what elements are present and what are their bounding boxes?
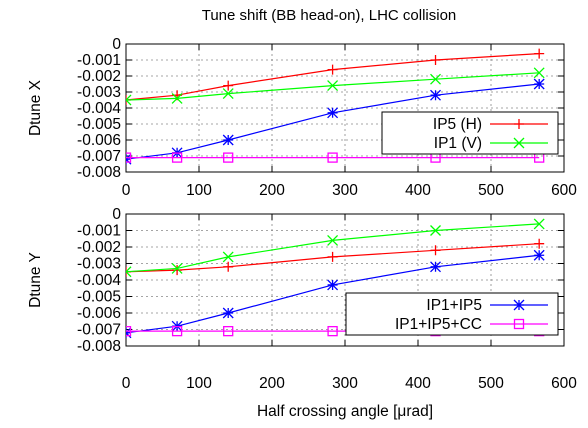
- series-line: [126, 72, 540, 101]
- data-point: [223, 261, 234, 272]
- data-point: [327, 234, 339, 246]
- x-tick-label: 300: [332, 375, 358, 392]
- data-point: [327, 64, 338, 75]
- y-axis-title: Dtune Y: [27, 252, 44, 308]
- data-point: [534, 48, 545, 59]
- y-tick-label: -0.008: [77, 164, 121, 181]
- data-point: [222, 134, 234, 146]
- data-point: [430, 225, 441, 236]
- data-point: [223, 80, 234, 91]
- legend: IP5 (H) IP1 (V): [381, 111, 559, 155]
- legend-label: IP1+IP5: [426, 297, 482, 314]
- series-ip1-v-: [126, 67, 545, 106]
- data-point: [533, 249, 545, 261]
- y-tick-label: -0.006: [77, 132, 121, 149]
- y-tick-label: -0.008: [77, 338, 121, 355]
- y-tick-label: 0: [112, 36, 121, 53]
- data-point: [534, 238, 545, 249]
- y-tick-label: -0.005: [77, 116, 121, 133]
- x-tick-label: 400: [405, 375, 431, 392]
- data-point: [430, 55, 441, 65]
- data-point: [533, 67, 545, 79]
- series-ip5-h-: [126, 238, 545, 277]
- x-tick-label: 100: [186, 375, 212, 392]
- legend-swatch-marker: [513, 137, 525, 149]
- y-tick-label: -0.005: [77, 289, 121, 306]
- data-point: [327, 152, 338, 163]
- data-point: [222, 307, 234, 319]
- x-tick-label: 0: [122, 375, 131, 392]
- data-point: [171, 92, 183, 104]
- series-line: [126, 243, 540, 273]
- x-axis-title: Half crossing angle [μrad]: [257, 403, 433, 420]
- data-point: [126, 152, 132, 163]
- data-point: [533, 218, 545, 230]
- y-tick-label: -0.003: [77, 84, 121, 101]
- top-panel: 0 100 200 300 400 500 6000-0.001-0.002-0.003-0…: [27, 36, 577, 199]
- legend: IP1+IP5 IP1+IP5+CC: [345, 292, 559, 336]
- data-point: [171, 262, 183, 274]
- y-tick-label: -0.004: [77, 100, 121, 117]
- y-tick-label: -0.001: [77, 52, 121, 69]
- series-line: [126, 53, 540, 101]
- data-point: [430, 245, 441, 256]
- x-tick-label: 300: [332, 182, 358, 199]
- chart-title: Tune shift (BB head-on), LHC collision: [202, 7, 457, 24]
- legend-swatch-marker: [513, 318, 525, 330]
- data-point: [172, 265, 183, 276]
- data-point: [171, 325, 183, 337]
- x-tick-label: 500: [478, 375, 504, 392]
- data-point: [327, 251, 338, 262]
- y-axis-title: Dtune X: [27, 79, 44, 136]
- data-point: [533, 78, 545, 90]
- y-tick-label: 0: [112, 206, 121, 223]
- data-point: [126, 266, 132, 278]
- x-tick-label: 400: [405, 182, 431, 199]
- data-point: [223, 325, 234, 337]
- data-point: [327, 325, 338, 337]
- x-tick-label: 0: [122, 182, 131, 199]
- data-point: [327, 107, 339, 119]
- y-tick-label: -0.007: [77, 148, 121, 165]
- x-tick-label: 200: [259, 182, 285, 199]
- legend-swatch-marker: [513, 299, 525, 311]
- data-point: [222, 88, 234, 100]
- x-tick-label: 200: [259, 375, 285, 392]
- legend-label: IP5 (H): [433, 116, 482, 133]
- y-tick-label: -0.002: [77, 68, 121, 85]
- x-tick-label: 600: [551, 375, 577, 392]
- y-tick-label: -0.001: [77, 223, 121, 240]
- x-tick-label: 100: [186, 182, 212, 199]
- data-point: [327, 80, 339, 92]
- data-point: [223, 152, 234, 163]
- x-tick-label: 600: [551, 182, 577, 199]
- data-point: [126, 94, 132, 106]
- y-tick-label: -0.006: [77, 305, 121, 322]
- data-point: [430, 89, 441, 101]
- y-tick-label: -0.003: [77, 256, 121, 273]
- series-line: [126, 254, 540, 334]
- data-point: [430, 73, 441, 85]
- series-line: [126, 83, 540, 160]
- data-point: [171, 152, 183, 163]
- y-tick-label: -0.004: [77, 272, 121, 289]
- series-ip1-v-: [126, 218, 545, 278]
- data-point: [327, 279, 339, 291]
- legend-label: IP1+IP5+CC: [395, 316, 482, 333]
- data-point: [126, 325, 132, 337]
- series-line: [126, 223, 540, 273]
- y-tick-label: -0.007: [77, 322, 121, 339]
- legend-label: IP1 (V): [434, 135, 482, 152]
- data-point: [430, 261, 441, 273]
- y-tick-label: -0.002: [77, 239, 121, 256]
- x-tick-label: 500: [478, 182, 504, 199]
- bottom-panel: 0 100 200 300 400 500 6000-0.001-0.002-0.003-0…: [27, 206, 577, 392]
- legend-box: [381, 111, 559, 155]
- legend-swatch-marker: [514, 119, 524, 129]
- data-point: [222, 251, 234, 263]
